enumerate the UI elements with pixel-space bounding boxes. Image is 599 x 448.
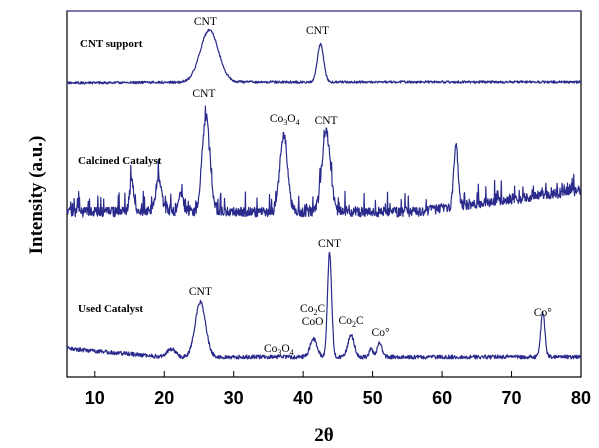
trace-calcined-catalyst <box>66 105 582 218</box>
x-tick-label: 40 <box>293 388 313 408</box>
plot-frame <box>66 10 582 378</box>
series-name-used-catalyst: Used Catalyst <box>78 303 143 315</box>
y-axis-title: Intensity (a.u.) <box>26 136 47 255</box>
peak-label: CNT <box>194 16 217 28</box>
x-tick-label: 10 <box>85 388 105 408</box>
peak-label: Co° <box>372 327 390 339</box>
series-name-calcined-catalyst: Calcined Catalyst <box>78 155 162 167</box>
peak-label: Co3O4 <box>270 113 300 127</box>
peak-label: Co° <box>534 307 552 319</box>
x-tick-label: 60 <box>432 388 452 408</box>
peak-label: Co2C <box>339 315 364 329</box>
peak-label: CNT <box>189 286 212 298</box>
x-tick-label: 70 <box>502 388 522 408</box>
x-tick-label: 30 <box>224 388 244 408</box>
trace-cnt-support <box>66 28 582 85</box>
peak-label: CNT <box>315 115 338 127</box>
peak-label: CNT <box>192 88 215 100</box>
peak-labels: CNT CNT CNT Co3O4 CNT CNT Co3O4 Co2C CoO CNT Co2C C… <box>189 16 552 357</box>
x-tick-label: 80 <box>571 388 591 408</box>
x-axis-ticks: 10 20 30 40 50 60 70 80 <box>85 371 591 408</box>
x-tick-label: 50 <box>363 388 383 408</box>
peak-label: CNT <box>306 25 329 37</box>
x-axis-title: 2θ <box>314 425 334 446</box>
peak-label: Co3O4 <box>264 343 294 357</box>
x-tick-label: 20 <box>154 388 174 408</box>
series-traces <box>66 28 582 360</box>
series-name-cnt-support: CNT support <box>80 38 143 50</box>
trace-used-catalyst <box>66 251 582 360</box>
peak-label: Co2C CoO <box>300 303 325 328</box>
peak-label: CNT <box>318 238 341 250</box>
